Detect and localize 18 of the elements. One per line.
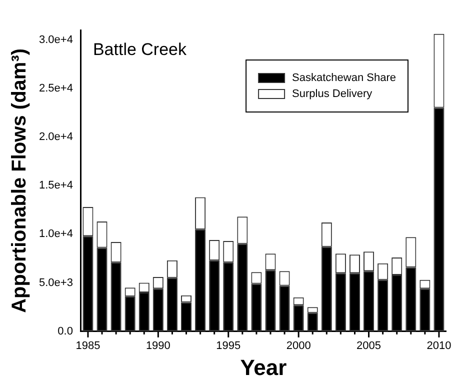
y-tick-label: 2.0e+4 bbox=[39, 130, 73, 143]
x-tick-label: 1990 bbox=[146, 340, 170, 352]
y-tick-label: 0.0 bbox=[58, 325, 73, 338]
y-tick-label: 2.5e+4 bbox=[39, 82, 73, 94]
x-axis-title: Year bbox=[240, 354, 288, 380]
y-axis-title: Apportionable Flows (dam³) bbox=[8, 48, 31, 313]
x-tick-label: 1995 bbox=[216, 340, 241, 352]
y-tick-label: 1.0e+4 bbox=[39, 228, 73, 240]
legend-label: Surplus Delivery bbox=[292, 88, 373, 100]
legend-label: Saskatchewan Share bbox=[292, 72, 396, 84]
y-tick-label: 3.0e+4 bbox=[39, 34, 73, 46]
text: Battle Creek bbox=[92, 40, 187, 60]
x-tick-label: 2000 bbox=[286, 340, 311, 352]
y-tick-label: 1.5e+4 bbox=[39, 180, 73, 192]
y-tick-label: 5.0e+3 bbox=[39, 276, 73, 289]
x-tick-label: 1985 bbox=[76, 340, 100, 352]
x-tick-label: 2010 bbox=[426, 340, 452, 352]
x-tick-label: 2005 bbox=[356, 340, 382, 352]
